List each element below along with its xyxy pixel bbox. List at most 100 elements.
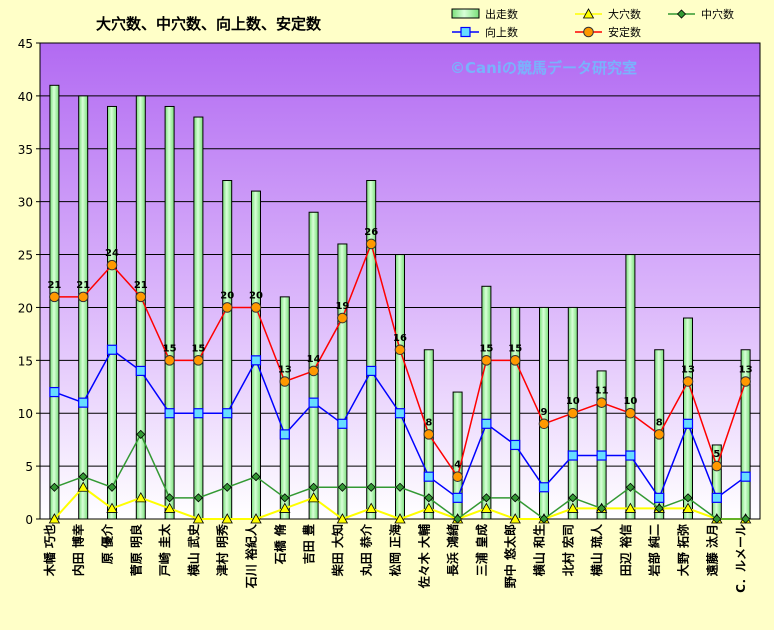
- data-label-stable: 26: [364, 227, 378, 238]
- x-tick-label: 丸田 恭介: [359, 523, 374, 577]
- point-improve: [423, 471, 434, 482]
- point-stable: [106, 259, 118, 271]
- x-tick-label: 柴田 大知: [330, 524, 345, 577]
- chart-title: 大穴数、中穴数、向上数、安定数: [96, 15, 322, 33]
- data-label-stable: 13: [739, 364, 753, 375]
- y-tick-label: 45: [18, 37, 33, 51]
- legend-label: 大穴数: [608, 7, 641, 21]
- point-mid-upset: [741, 514, 751, 524]
- x-tick-label: 岩部 純二: [647, 524, 662, 577]
- bar-runs: [596, 370, 607, 520]
- point-improve: [654, 492, 665, 503]
- point-stable: [337, 312, 348, 324]
- x-tick-label: 北村 宏司: [560, 524, 575, 576]
- data-label-stable: 13: [681, 364, 695, 375]
- point-big-upset: [163, 502, 176, 513]
- point-stable: [682, 376, 694, 387]
- point-stable: [567, 407, 579, 419]
- point-big-upset: [365, 502, 377, 513]
- point-mid-upset: [395, 482, 405, 492]
- point-mid-upset: [251, 472, 261, 482]
- y-tick-label: 15: [18, 354, 33, 368]
- watermark: ©Caniの競馬データ研究室: [450, 59, 637, 77]
- point-improve: [337, 418, 348, 429]
- data-label-stable: 19: [335, 301, 349, 312]
- x-tick-label: 遠藤 汰月: [704, 524, 719, 576]
- point-mid-upset: [337, 482, 347, 492]
- data-label-stable: 21: [47, 280, 61, 291]
- point-stable: [653, 429, 665, 440]
- point-big-upset: [192, 513, 205, 524]
- point-improve: [49, 386, 60, 398]
- legend-swatch-runs: [451, 8, 480, 19]
- x-tick-label: 内田 博幸: [71, 524, 86, 576]
- legend-marker: [676, 9, 687, 19]
- point-stable: [77, 291, 89, 303]
- x-tick-label: 大野 拓弥: [676, 524, 691, 576]
- point-improve: [78, 397, 89, 408]
- data-label-stable: 15: [163, 343, 177, 354]
- y-tick-label: 20: [18, 301, 33, 315]
- point-stable: [250, 302, 262, 313]
- point-big-upset: [509, 513, 521, 524]
- point-stable: [509, 355, 521, 366]
- x-tick-label: 長浜 鴻緒: [445, 524, 460, 576]
- point-mid-upset: [539, 514, 549, 524]
- point-stable: [394, 344, 406, 356]
- point-big-upset: [567, 502, 579, 513]
- bar-runs: [683, 317, 693, 520]
- y-tick-label: 40: [18, 90, 33, 104]
- point-stable: [193, 355, 204, 366]
- point-mid-upset: [625, 482, 635, 492]
- point-mid-upset: [654, 503, 664, 513]
- point-mid-upset: [481, 493, 491, 503]
- point-stable: [365, 238, 377, 250]
- point-improve: [366, 365, 377, 377]
- point-improve: [596, 450, 607, 461]
- bar-runs: [337, 243, 348, 520]
- x-tick-label: 三浦 皇成: [474, 524, 489, 576]
- point-mid-upset: [222, 482, 232, 492]
- point-mid-upset: [280, 493, 290, 503]
- legend-label: 中穴数: [701, 7, 734, 21]
- point-mid-upset: [107, 482, 117, 492]
- bar-runs: [395, 254, 405, 520]
- x-tick-label: 横山 和生: [532, 524, 547, 576]
- point-improve: [193, 408, 204, 419]
- bar-runs: [107, 105, 117, 520]
- data-label-stable: 21: [134, 280, 148, 291]
- point-improve: [222, 408, 233, 419]
- data-label-stable: 20: [220, 290, 234, 301]
- point-stable: [49, 291, 60, 303]
- data-label-stable: 8: [656, 417, 663, 428]
- data-label-stable: 16: [393, 333, 407, 344]
- point-big-upset: [480, 502, 493, 513]
- point-stable: [164, 355, 175, 366]
- bar-runs: [510, 306, 521, 520]
- point-big-upset: [394, 513, 406, 524]
- point-stable: [596, 397, 607, 408]
- x-tick-label: 石橋 脩: [272, 523, 287, 565]
- y-tick-label: 30: [18, 196, 33, 210]
- point-improve: [538, 482, 550, 493]
- bar-runs: [193, 116, 204, 520]
- point-big-upset: [77, 481, 89, 492]
- bar-runs: [251, 190, 261, 520]
- point-improve: [106, 344, 118, 355]
- data-label-stable: 11: [595, 386, 609, 397]
- legend-marker: [460, 26, 471, 38]
- data-label-stable: 10: [623, 396, 637, 407]
- data-label-stable: 21: [76, 280, 90, 291]
- series-lines: [48, 238, 752, 524]
- x-tick-label: 石川 裕紀人: [244, 523, 259, 589]
- bar-runs: [135, 95, 146, 520]
- bar-runs: [366, 180, 377, 520]
- legend-marker: [583, 26, 594, 38]
- data-label-stable: 5: [713, 449, 720, 460]
- point-mid-upset: [193, 493, 203, 503]
- point-mid-upset: [78, 472, 88, 482]
- point-stable: [481, 355, 492, 366]
- point-big-upset: [135, 492, 147, 503]
- point-improve: [682, 418, 694, 429]
